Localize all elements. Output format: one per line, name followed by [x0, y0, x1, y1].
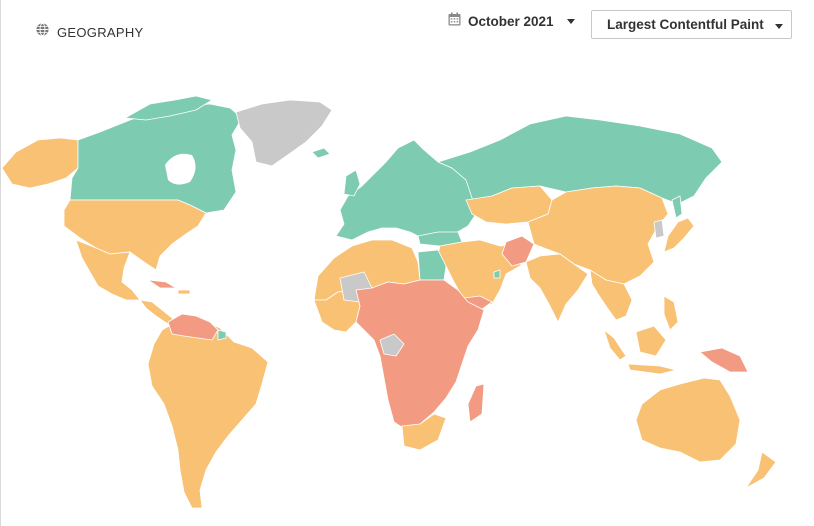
geography-title: GEOGRAPHY [35, 22, 144, 42]
region-madagascar[interactable] [467, 383, 485, 423]
calendar-icon [448, 12, 461, 31]
region-new-guinea[interactable] [699, 347, 749, 373]
region-iceland[interactable] [311, 147, 331, 159]
panel-left-border [0, 0, 1, 526]
region-southeast-asia[interactable] [589, 269, 633, 321]
panel-header: GEOGRAPHY October 2021 Largest Contentfu… [0, 0, 814, 60]
chevron-down-icon [775, 24, 783, 29]
region-hudson-bay [165, 153, 196, 185]
region-mexico[interactable] [75, 239, 141, 301]
region-congo-gap [379, 333, 405, 357]
region-cuba[interactable] [147, 279, 177, 289]
region-egypt[interactable] [417, 249, 447, 281]
world-map [1, 95, 777, 509]
region-south-africa[interactable] [401, 413, 447, 451]
date-filter-label: October 2021 [468, 14, 554, 29]
region-canada[interactable] [69, 103, 243, 214]
region-greenland [235, 99, 333, 167]
region-japan[interactable] [663, 217, 695, 253]
region-united-states[interactable] [63, 199, 207, 271]
region-uk[interactable] [343, 169, 361, 197]
metric-select-value: Largest Contentful Paint [607, 17, 764, 32]
region-philippines[interactable] [663, 295, 679, 331]
globe-icon [35, 22, 50, 42]
region-new-zealand[interactable] [745, 451, 777, 489]
region-canada-islands[interactable] [124, 95, 213, 121]
region-central-africa[interactable] [355, 279, 485, 431]
metric-select[interactable]: Largest Contentful Paint [591, 10, 792, 39]
date-filter[interactable]: October 2021 [448, 12, 575, 31]
region-suriname[interactable] [217, 329, 227, 341]
region-korea [653, 219, 665, 239]
region-uae[interactable] [493, 269, 501, 279]
region-hispaniola[interactable] [177, 289, 191, 295]
region-borneo[interactable] [635, 325, 667, 357]
region-venezuela-guyana[interactable] [167, 313, 219, 341]
region-sakhalin[interactable] [671, 195, 683, 219]
region-indonesia-sumatra[interactable] [603, 329, 627, 361]
region-australia[interactable] [635, 377, 741, 463]
region-indonesia-java[interactable] [627, 363, 677, 375]
region-south-america[interactable] [147, 317, 269, 509]
geography-title-label: GEOGRAPHY [57, 24, 144, 40]
chevron-down-icon [566, 19, 575, 24]
region-alaska[interactable] [1, 137, 79, 189]
region-india[interactable] [525, 253, 589, 323]
